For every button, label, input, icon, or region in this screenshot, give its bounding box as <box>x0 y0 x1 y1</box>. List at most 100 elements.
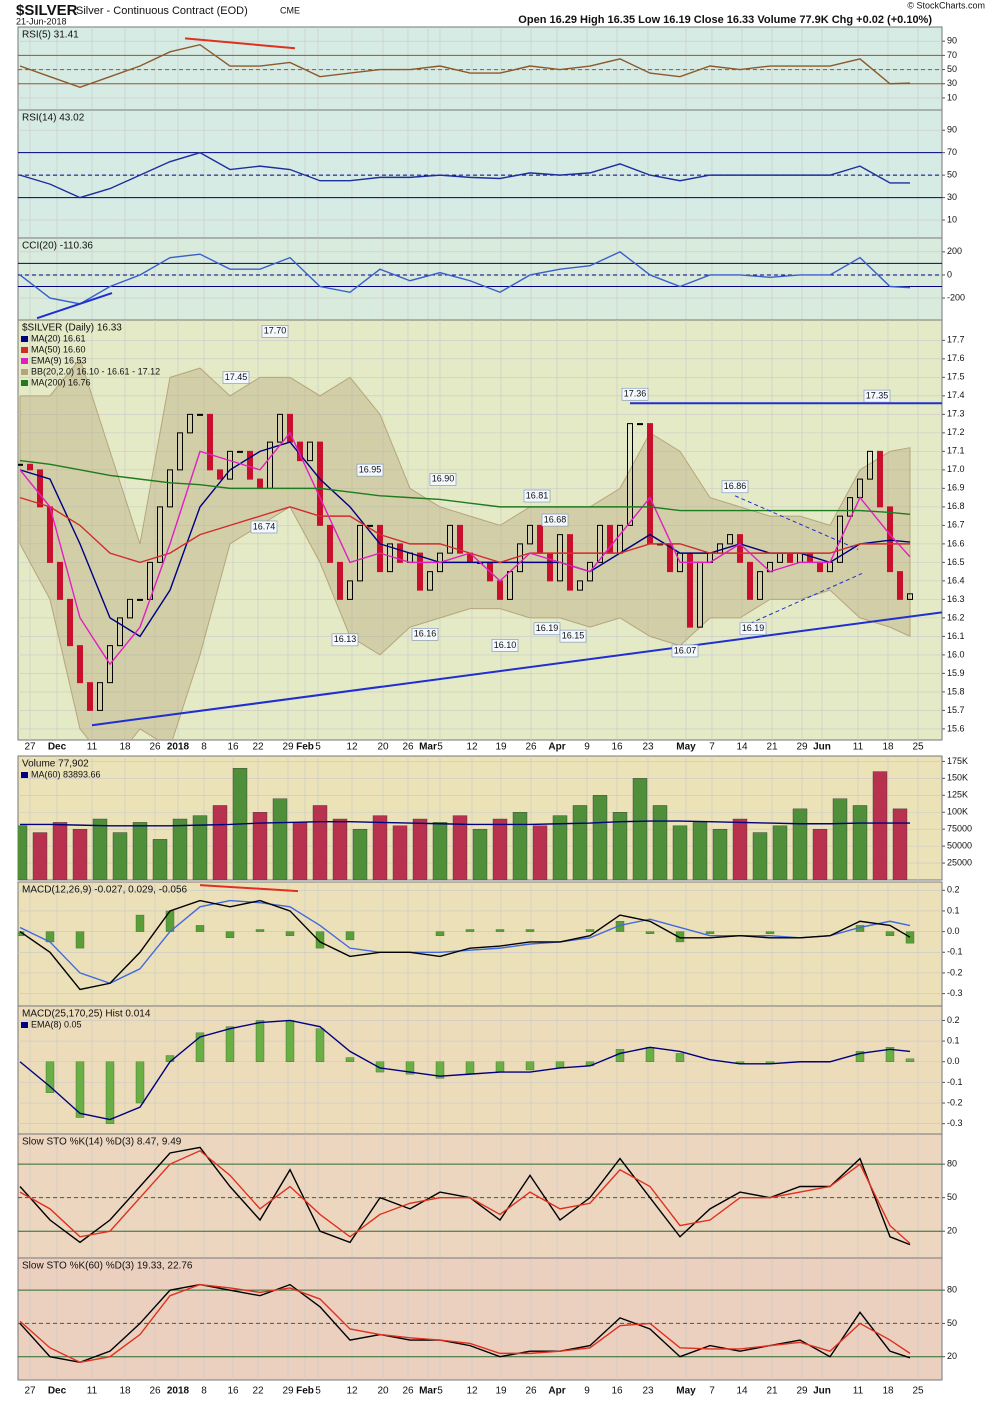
candle <box>597 524 603 563</box>
annotation-box <box>523 489 551 503</box>
volume-bar <box>592 795 608 880</box>
y-tick-label: 17.7 <box>947 335 965 345</box>
candle <box>217 469 223 480</box>
x-tick-label: 18 <box>882 1386 894 1397</box>
candle <box>447 524 453 554</box>
candle <box>97 682 103 711</box>
y-tick-label: 16.4 <box>947 575 965 585</box>
series-line <box>19 899 911 985</box>
x-tick-label: 5 <box>437 1386 443 1397</box>
candle <box>277 413 283 443</box>
panel-title: MACD(12,26,9) -0.027, 0.029, -0.056 <box>22 885 188 896</box>
series-line <box>20 820 910 827</box>
histogram-bar <box>765 931 775 934</box>
candle <box>877 450 883 508</box>
y-tick-label: -0.3 <box>947 988 963 998</box>
candle <box>647 423 653 545</box>
trend-line <box>199 884 299 893</box>
legend-entry: EMA(8) 0.05 <box>31 1019 82 1029</box>
date: 21-Jun-2018 <box>16 16 67 26</box>
volume-bar <box>312 805 328 880</box>
candle <box>67 598 73 647</box>
legend-entry: EMA(9) 16.53 <box>31 355 87 365</box>
volume-bar <box>492 818 508 880</box>
legend-swatch <box>21 1022 28 1028</box>
x-tick-label: 9 <box>584 1386 590 1397</box>
panel-background <box>17 1257 943 1381</box>
trend-line <box>36 292 113 320</box>
y-tick-label: 10 <box>947 92 957 102</box>
volume-bar <box>532 825 548 880</box>
panel-title: Volume 77,902 <box>22 759 89 770</box>
y-tick-label: 50 <box>947 1192 957 1202</box>
annotation: 17.45 <box>225 372 248 382</box>
volume-bar <box>152 839 168 880</box>
annotation: 16.90 <box>432 474 455 484</box>
y-tick-label: 0.2 <box>947 1015 960 1025</box>
candle <box>557 534 563 582</box>
legend-entry: MA(20) 16.61 <box>31 333 86 343</box>
annotation-box <box>429 473 457 486</box>
exchange: CME <box>280 5 300 15</box>
x-tick-label: 2018 <box>167 1386 190 1397</box>
annotation: 16.10 <box>494 640 517 650</box>
histogram-bar <box>195 925 205 932</box>
candle <box>747 561 753 600</box>
candle <box>137 598 143 601</box>
y-tick-label: 16.7 <box>947 520 965 530</box>
volume-bar <box>72 828 88 880</box>
candle <box>337 561 343 600</box>
series-line <box>19 1019 911 1121</box>
panel <box>18 110 942 238</box>
x-tick-label: 11 <box>853 742 864 753</box>
panel <box>18 1258 942 1380</box>
x-tick-label: 8 <box>201 742 207 753</box>
histogram-bar <box>675 931 685 943</box>
legend-entry: MA(200) 16.76 <box>31 377 91 387</box>
panel <box>18 1134 942 1258</box>
volume-bar <box>352 828 368 880</box>
histogram-bar <box>585 929 595 932</box>
annotation-box <box>739 622 767 636</box>
y-tick-label: 50 <box>947 169 957 179</box>
x-tick-label: 25 <box>912 1386 924 1397</box>
annotation: 16.81 <box>526 490 549 500</box>
annotation-box <box>250 520 278 534</box>
histogram-bar <box>285 931 295 936</box>
x-tick-label: 2018 <box>167 742 190 753</box>
volume-bar <box>412 818 428 880</box>
y-tick-label: 150K <box>947 773 968 783</box>
x-tick-label: 21 <box>766 1386 778 1397</box>
y-tick-label: 0 <box>947 269 952 279</box>
series-line <box>19 431 911 666</box>
histogram-bar <box>855 1051 865 1062</box>
candle <box>227 450 233 480</box>
y-tick-label: 17.1 <box>947 446 965 456</box>
y-tick-label: 80 <box>947 1159 957 1169</box>
y-tick-label: 10 <box>947 214 957 224</box>
y-tick-label: -0.2 <box>947 1097 963 1107</box>
histogram-bar <box>315 1028 325 1062</box>
annotation: 16.16 <box>414 629 437 639</box>
y-tick-label: 0.0 <box>947 926 960 936</box>
candle <box>347 580 353 600</box>
candle <box>907 593 913 600</box>
histogram-bar <box>615 1049 625 1062</box>
legend-swatch <box>21 369 28 375</box>
volume-bar <box>32 832 48 880</box>
x-tick-label: 22 <box>252 1386 264 1397</box>
x-tick-label: Mar <box>419 742 437 753</box>
volume-bar <box>812 828 828 880</box>
panel-title: Slow STO %K(14) %D(3) 8.47, 9.49 <box>22 1137 182 1148</box>
candle <box>157 506 163 563</box>
y-tick-label: 50000 <box>947 840 972 850</box>
y-tick-label: 50 <box>947 64 957 74</box>
annotation: 16.07 <box>674 645 697 655</box>
panel-background <box>17 881 943 1007</box>
x-tick-label: May <box>676 742 696 753</box>
histogram-bar <box>225 1026 235 1062</box>
candle <box>57 561 63 600</box>
y-tick-label: 16.3 <box>947 594 965 604</box>
x-tick-label: 18 <box>119 742 131 753</box>
